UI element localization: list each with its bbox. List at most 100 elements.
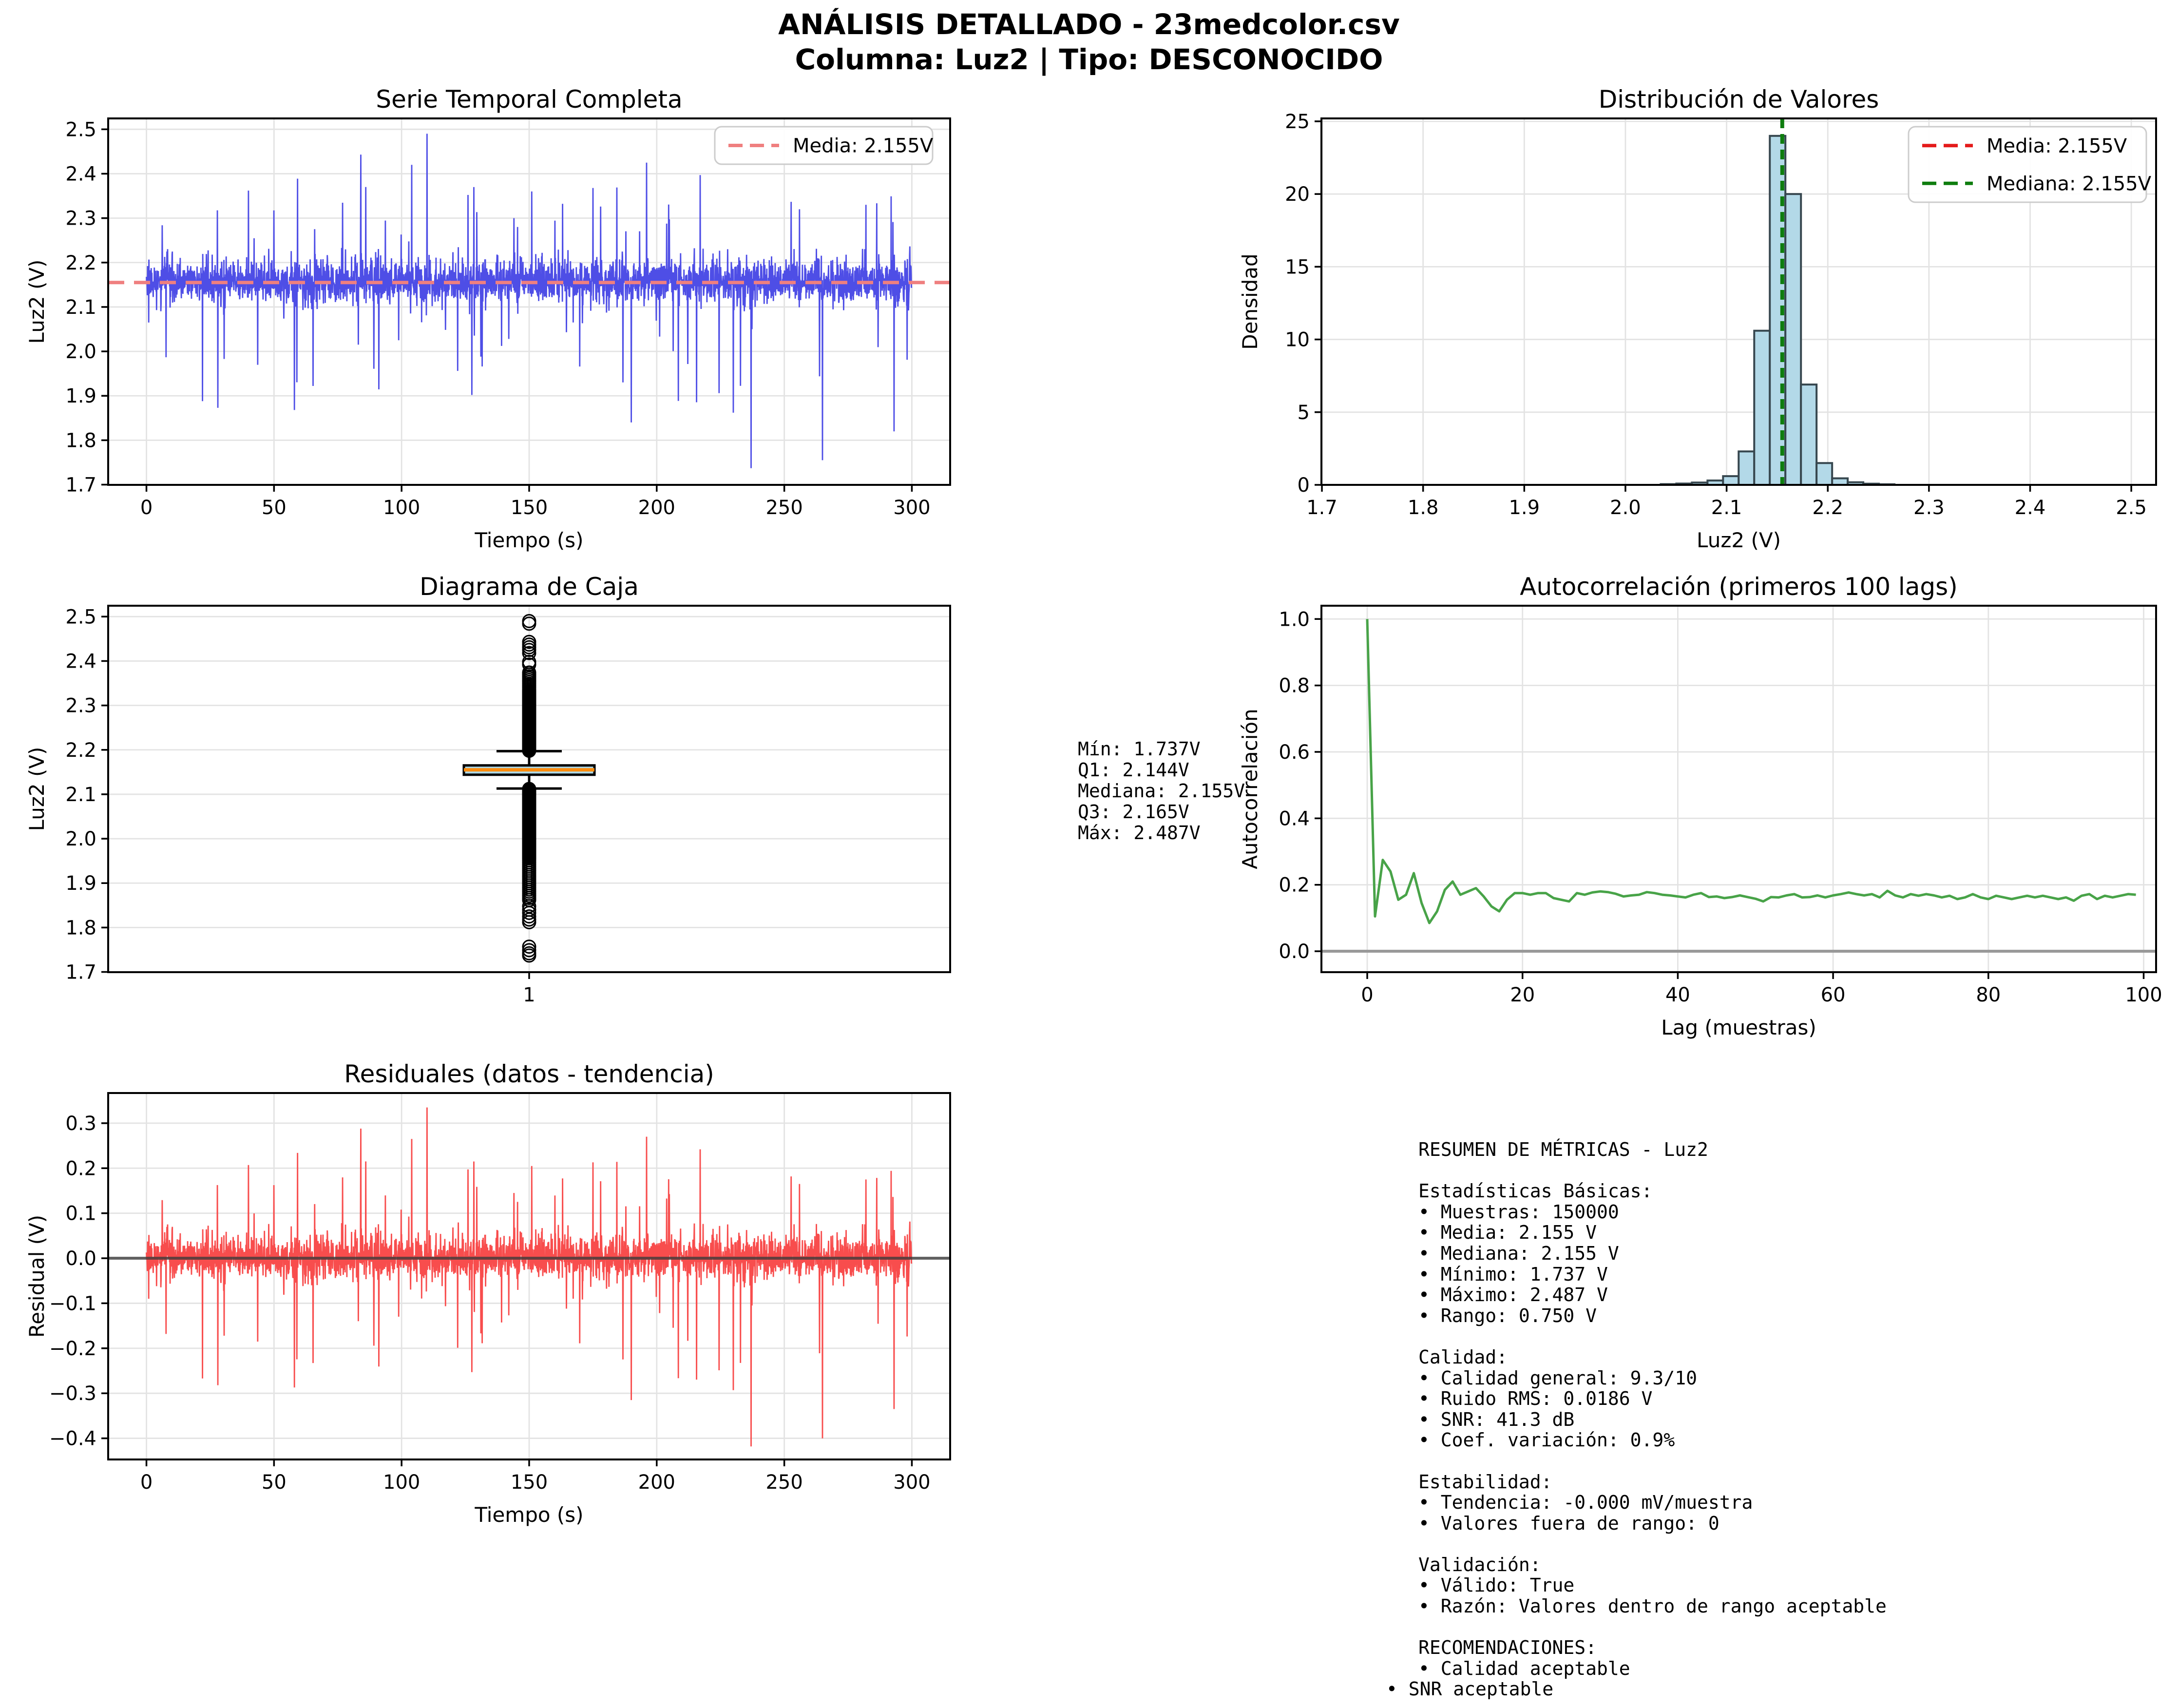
y-tick-label: 2.0 bbox=[65, 341, 96, 363]
axes-frame bbox=[1320, 117, 2157, 486]
y-tick-label: 2.4 bbox=[65, 163, 96, 185]
grid bbox=[108, 118, 950, 485]
outlier-marker bbox=[522, 915, 536, 929]
y-tick-label: 2.3 bbox=[65, 695, 96, 717]
metrics-line: • Coef. variación: 0.9% bbox=[1418, 1429, 1675, 1451]
y-tick-label: 1.0 bbox=[1279, 608, 1310, 631]
x-axis-label: Lag (muestras) bbox=[1661, 1016, 1816, 1039]
grid bbox=[1321, 606, 2156, 972]
x-tick-label: 300 bbox=[893, 497, 930, 519]
legend-label: Media: 2.155V bbox=[793, 135, 934, 157]
main-title-line1: ANÁLISIS DETALLADO - 23medcolor.csv bbox=[778, 8, 1400, 41]
metrics-line: • Razón: Valores dentro de rango aceptab… bbox=[1418, 1595, 1887, 1617]
histogram-bar bbox=[1831, 477, 1849, 486]
grid bbox=[108, 1093, 950, 1459]
chart-title: Serie Temporal Completa bbox=[376, 85, 682, 114]
metrics-line bbox=[1418, 1617, 1887, 1638]
metrics-line: RECOMENDACIONES: bbox=[1418, 1637, 1597, 1659]
y-tick-label: 10 bbox=[1285, 329, 1310, 351]
boxplot-stats-text: Mín: 1.737V Q1: 2.144V Mediana: 2.155V Q… bbox=[1078, 738, 1245, 844]
chart-title: Diagrama de Caja bbox=[420, 573, 639, 601]
x-tick-label: 1.8 bbox=[1408, 497, 1439, 519]
chart-title: Distribución de Valores bbox=[1599, 85, 1879, 114]
x-tick-label: 2.0 bbox=[1610, 497, 1641, 519]
metrics-line: Calidad: bbox=[1418, 1346, 1508, 1368]
x-tick-label: 80 bbox=[1976, 984, 2001, 1006]
y-tick-label: 0.1 bbox=[65, 1203, 96, 1225]
metrics-line bbox=[1418, 1534, 1887, 1554]
x-tick-label: 300 bbox=[893, 1471, 930, 1494]
histogram-bar bbox=[1784, 193, 1802, 486]
chart-caja: 1 1.7 1.8 1.9 2.0 2.1 2.2 2.3 2.4 2.5 Diagrama de … bbox=[25, 573, 951, 1006]
y-tick-label: 2.2 bbox=[65, 252, 96, 274]
y-tick-label: 2.5 bbox=[65, 606, 96, 628]
metrics-line: • SNR: 41.3 dB bbox=[1418, 1408, 1575, 1430]
y-tick-label: 1.7 bbox=[65, 961, 96, 984]
metrics-line: • Calidad general: 9.3/10 bbox=[1418, 1367, 1697, 1389]
x-tick-label: 250 bbox=[765, 1471, 802, 1494]
metrics-line: Validación: bbox=[1418, 1554, 1541, 1575]
metrics-line: • Ruido RMS: 0.0186 V bbox=[1418, 1388, 1653, 1410]
y-tick-label: 15 bbox=[1285, 256, 1310, 278]
y-tick-label: 2.5 bbox=[65, 118, 96, 141]
x-tick-label: 50 bbox=[262, 1471, 287, 1494]
y-axis-label: Densidad bbox=[1238, 253, 1262, 349]
x-tick-label: 0 bbox=[140, 497, 153, 519]
x-tick-label: 60 bbox=[1821, 984, 1846, 1006]
outlier-marker bbox=[522, 905, 536, 920]
x-tick-label: 2.2 bbox=[1812, 497, 1843, 519]
x-tick-label: 1 bbox=[523, 984, 535, 1006]
y-axis-label: Luz2 (V) bbox=[25, 260, 49, 344]
x-tick-label: 1.7 bbox=[1306, 497, 1337, 519]
fliers bbox=[522, 614, 536, 963]
y-tick-label: −0.3 bbox=[49, 1382, 96, 1405]
y-tick-label: 25 bbox=[1285, 111, 1310, 133]
y-tick-label: −0.1 bbox=[49, 1292, 96, 1315]
metrics-line: • Tendencia: -0.000 mV/muestra bbox=[1418, 1492, 1753, 1514]
metrics-line: • SNR aceptable bbox=[1386, 1678, 1554, 1700]
figure-suptitle: ANÁLISIS DETALLADO - 23medcolor.csv Colu… bbox=[0, 7, 2178, 77]
chart-title: Residuales (datos - tendencia) bbox=[344, 1060, 714, 1088]
y-tick-label: 1.8 bbox=[65, 917, 96, 939]
histogram-bar bbox=[1800, 384, 1818, 486]
histogram-bar bbox=[1753, 329, 1771, 486]
chart-title: Autocorrelación (primeros 100 lags) bbox=[1520, 573, 1957, 601]
y-tick-label: 0.6 bbox=[1279, 741, 1310, 764]
chart-serie: 0 50 100 150 200 250 300 1.7 1.8 1.9 2.0 2.1 2.2 2.3 2… bbox=[25, 85, 951, 552]
x-tick-label: 20 bbox=[1510, 984, 1535, 1006]
outlier-marker bbox=[522, 614, 536, 628]
y-tick-label: 20 bbox=[1285, 183, 1310, 206]
x-tick-label: 2.4 bbox=[2015, 497, 2046, 519]
legend: Media: 2.155V bbox=[714, 126, 934, 165]
grid bbox=[1321, 118, 2156, 486]
y-axis-label: Luz2 (V) bbox=[25, 747, 49, 831]
x-tick-label: 150 bbox=[511, 1471, 548, 1494]
y-tick-label: 0 bbox=[1298, 474, 1310, 497]
y-tick-label: 0.2 bbox=[65, 1157, 96, 1180]
outlier-marker bbox=[522, 782, 536, 796]
histogram-bar bbox=[1738, 450, 1756, 486]
x-tick-label: 40 bbox=[1665, 984, 1690, 1006]
y-tick-label: 2.1 bbox=[65, 296, 96, 319]
outlier-marker bbox=[522, 665, 536, 680]
axes-frame bbox=[1320, 605, 2157, 973]
legend-label: Mediana: 2.155V bbox=[1987, 173, 2152, 195]
y-tick-label: 1.7 bbox=[65, 474, 96, 497]
metrics-line: • Valores fuera de rango: 0 bbox=[1418, 1512, 1719, 1534]
metrics-line: • Calidad aceptable bbox=[1418, 1657, 1630, 1679]
metrics-line: • Media: 2.155 V bbox=[1418, 1222, 1597, 1244]
y-tick-label: 1.9 bbox=[65, 872, 96, 895]
metrics-line bbox=[1418, 1160, 1887, 1181]
metrics-summary-panel: RESUMEN DE MÉTRICAS - Luz2 Estadísticas … bbox=[1386, 1139, 1887, 1700]
y-tick-label: 2.4 bbox=[65, 650, 96, 672]
legend-frame bbox=[714, 126, 934, 165]
y-tick-label: 0.3 bbox=[65, 1113, 96, 1135]
x-tick-label: 2.5 bbox=[2116, 497, 2147, 519]
metrics-line: • Máximo: 2.487 V bbox=[1418, 1284, 1608, 1306]
metrics-line: • Mínimo: 1.737 V bbox=[1418, 1263, 1608, 1285]
x-tick-label: 100 bbox=[383, 1471, 420, 1494]
x-tick-label: 2.1 bbox=[1711, 497, 1742, 519]
y-tick-label: 0.0 bbox=[65, 1247, 96, 1270]
legend: Media: 2.155V Mediana: 2.155V bbox=[1908, 126, 2152, 203]
